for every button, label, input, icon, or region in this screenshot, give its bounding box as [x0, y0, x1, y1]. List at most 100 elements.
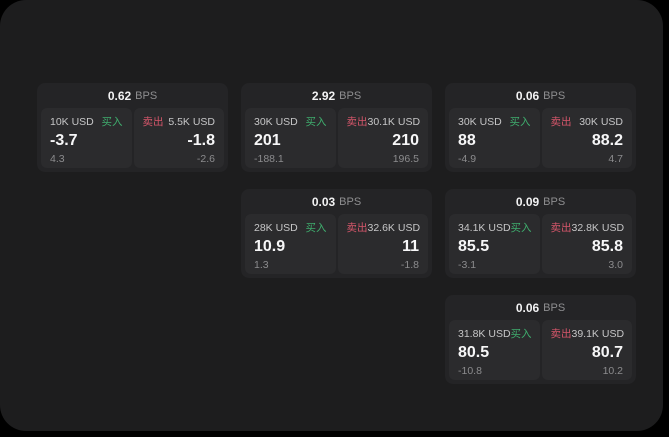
sell-amount: 32.8K USD	[571, 222, 625, 234]
quote-tiles: 10K USD 买入 -3.7 4.3 卖出 5.5K USD -1.8 -2.…	[41, 108, 224, 168]
buy-price: 88	[458, 132, 476, 149]
bps-unit-label: BPS	[543, 196, 566, 208]
buy-price: 10.9	[254, 238, 286, 255]
sell-panel-top: 卖出 30K USD	[551, 116, 624, 129]
bps-header: 2.92 BPS	[241, 83, 432, 105]
sell-label: 卖出	[346, 116, 368, 128]
sell-panel[interactable]: 卖出 32.8K USD 85.8 3.0	[541, 214, 632, 274]
buy-label: 买入	[510, 222, 532, 234]
bps-value: 0.06	[515, 301, 540, 315]
bps-value: 0.06	[515, 89, 540, 103]
buy-panel-top: 34.1K USD 买入	[458, 222, 532, 235]
bps-header: 0.09 BPS	[445, 189, 636, 211]
bps-value: 0.62	[107, 89, 132, 103]
buy-delta: -4.9	[458, 153, 477, 165]
buy-label: 买入	[510, 328, 532, 340]
buy-delta: -10.8	[458, 365, 482, 377]
sell-panel[interactable]: 卖出 32.6K USD 11 -1.8	[337, 214, 428, 274]
quote-card: 0.06 BPS 30K USD 买入 88 -4.9 卖出 30K USD 8…	[445, 83, 636, 172]
sell-panel-top: 卖出 32.8K USD	[550, 222, 625, 235]
sell-label: 卖出	[550, 328, 572, 340]
bps-unit-label: BPS	[543, 302, 566, 314]
buy-panel[interactable]: 28K USD 买入 10.9 1.3	[245, 214, 336, 274]
bps-value: 2.92	[311, 89, 336, 103]
buy-label: 买入	[509, 116, 531, 128]
sell-price: 11	[402, 238, 419, 255]
bps-value: 0.03	[311, 195, 336, 209]
sell-label: 卖出	[142, 116, 164, 128]
quote-tiles: 30K USD 买入 88 -4.9 卖出 30K USD 88.2 4.7	[449, 108, 632, 168]
buy-amount: 28K USD	[254, 222, 298, 234]
bps-header: 0.06 BPS	[445, 83, 636, 105]
buy-amount: 10K USD	[50, 116, 94, 128]
buy-delta: -3.1	[458, 259, 477, 271]
sell-price: 80.7	[591, 344, 623, 361]
quote-card: 0.03 BPS 28K USD 买入 10.9 1.3 卖出 32.6K US…	[241, 189, 432, 278]
cards-grid: 0.62 BPS 10K USD 买入 -3.7 4.3 卖出 5.5K USD…	[37, 83, 636, 384]
buy-panel[interactable]: 31.8K USD 买入 80.5 -10.8	[449, 320, 540, 380]
bps-value: 0.09	[515, 195, 540, 209]
buy-label: 买入	[305, 222, 327, 234]
buy-panel-top: 30K USD 买入	[458, 116, 531, 129]
sell-delta: 3.0	[608, 259, 623, 271]
quote-card: 2.92 BPS 30K USD 买入 201 -188.1 卖出 30.1K …	[241, 83, 432, 172]
buy-panel-top: 31.8K USD 买入	[458, 328, 532, 341]
bps-unit-label: BPS	[135, 90, 158, 102]
bps-header: 0.62 BPS	[37, 83, 228, 105]
buy-delta: 1.3	[254, 259, 269, 271]
sell-label: 卖出	[550, 116, 572, 128]
sell-panel[interactable]: 卖出 5.5K USD -1.8 -2.6	[133, 108, 224, 168]
buy-panel[interactable]: 34.1K USD 买入 85.5 -3.1	[449, 214, 540, 274]
sell-label: 卖出	[346, 222, 368, 234]
buy-label: 买入	[305, 116, 327, 128]
sell-delta: -1.8	[400, 259, 419, 271]
quote-tiles: 31.8K USD 买入 80.5 -10.8 卖出 39.1K USD 80.…	[449, 320, 632, 380]
buy-panel-top: 28K USD 买入	[254, 222, 327, 235]
buy-panel[interactable]: 30K USD 买入 201 -188.1	[245, 108, 336, 168]
bps-header: 0.03 BPS	[241, 189, 432, 211]
buy-amount: 30K USD	[254, 116, 298, 128]
quote-card: 0.06 BPS 31.8K USD 买入 80.5 -10.8 卖出 39.1…	[445, 295, 636, 384]
app-surface: 0.62 BPS 10K USD 买入 -3.7 4.3 卖出 5.5K USD…	[0, 0, 663, 431]
sell-price: 210	[392, 132, 419, 149]
quote-tiles: 34.1K USD 买入 85.5 -3.1 卖出 32.8K USD 85.8…	[449, 214, 632, 274]
bps-unit-label: BPS	[339, 196, 362, 208]
bps-header: 0.06 BPS	[445, 295, 636, 317]
buy-delta: 4.3	[50, 153, 65, 165]
buy-amount: 31.8K USD	[458, 328, 511, 340]
quote-tiles: 28K USD 买入 10.9 1.3 卖出 32.6K USD 11 -1.8	[245, 214, 428, 274]
buy-amount: 30K USD	[458, 116, 502, 128]
sell-label: 卖出	[550, 222, 572, 234]
sell-delta: 196.5	[392, 153, 419, 165]
buy-price: 201	[254, 132, 281, 149]
buy-amount: 34.1K USD	[458, 222, 511, 234]
sell-panel-top: 卖出 30.1K USD	[346, 116, 421, 129]
sell-amount: 32.6K USD	[367, 222, 421, 234]
sell-panel-top: 卖出 39.1K USD	[550, 328, 625, 341]
quote-card: 0.62 BPS 10K USD 买入 -3.7 4.3 卖出 5.5K USD…	[37, 83, 228, 172]
sell-amount: 30.1K USD	[367, 116, 421, 128]
buy-label: 买入	[101, 116, 123, 128]
sell-delta: 10.2	[602, 365, 623, 377]
buy-panel[interactable]: 30K USD 买入 88 -4.9	[449, 108, 540, 168]
buy-price: 85.5	[458, 238, 490, 255]
buy-delta: -188.1	[254, 153, 284, 165]
buy-price: -3.7	[50, 132, 78, 149]
sell-panel-top: 卖出 5.5K USD	[143, 116, 216, 129]
sell-amount: 30K USD	[579, 116, 623, 128]
sell-price: 85.8	[591, 238, 623, 255]
sell-panel[interactable]: 卖出 30.1K USD 210 196.5	[337, 108, 428, 168]
sell-panel[interactable]: 卖出 39.1K USD 80.7 10.2	[541, 320, 632, 380]
buy-panel[interactable]: 10K USD 买入 -3.7 4.3	[41, 108, 132, 168]
sell-delta: -2.6	[196, 153, 215, 165]
sell-amount: 5.5K USD	[168, 116, 215, 128]
bps-unit-label: BPS	[339, 90, 362, 102]
sell-delta: 4.7	[608, 153, 623, 165]
sell-panel-top: 卖出 32.6K USD	[346, 222, 421, 235]
quote-card: 0.09 BPS 34.1K USD 买入 85.5 -3.1 卖出 32.8K…	[445, 189, 636, 278]
sell-price: 88.2	[591, 132, 623, 149]
sell-amount: 39.1K USD	[571, 328, 625, 340]
quote-tiles: 30K USD 买入 201 -188.1 卖出 30.1K USD 210 1…	[245, 108, 428, 168]
bps-unit-label: BPS	[543, 90, 566, 102]
sell-panel[interactable]: 卖出 30K USD 88.2 4.7	[541, 108, 632, 168]
